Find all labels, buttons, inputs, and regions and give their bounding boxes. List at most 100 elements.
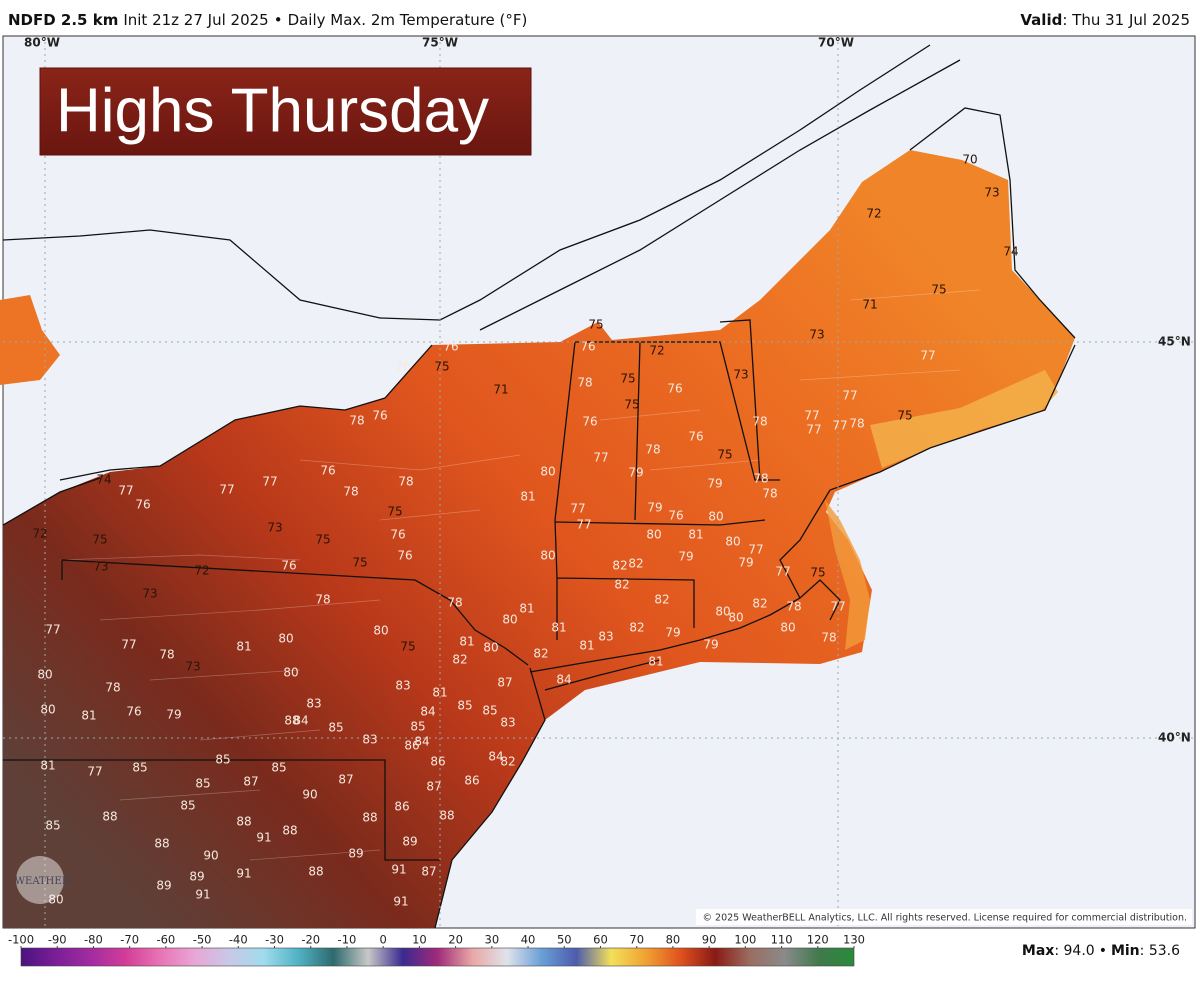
temperature-label: 82 xyxy=(752,597,767,611)
county-lines xyxy=(59,289,981,861)
temperature-label: 85 xyxy=(271,761,286,775)
lon-label: 75°W xyxy=(422,36,458,50)
temperature-label: 80 xyxy=(728,611,743,625)
init-time: Init 21z 27 Jul 2025 xyxy=(123,11,268,29)
temperature-label: 78 xyxy=(343,485,358,499)
temperature-label: 85 xyxy=(328,721,343,735)
temperature-label: 72 xyxy=(866,207,881,221)
temperature-label: 91 xyxy=(236,867,251,881)
temperature-label: 76 xyxy=(443,340,458,354)
vt-nh-borders xyxy=(554,341,766,526)
temperature-label: 75 xyxy=(931,283,946,297)
cape-cod-band xyxy=(825,500,870,650)
colorbar-tick-label: 20 xyxy=(448,933,463,947)
temperature-label: 83 xyxy=(500,716,515,730)
atlantic-coast xyxy=(434,667,546,929)
colorbar-tick-label: -10 xyxy=(338,933,357,947)
temperature-label: 79 xyxy=(738,556,753,570)
temperature-label: 90 xyxy=(302,788,317,802)
colorbar-tick-label: -40 xyxy=(229,933,248,947)
temperature-label: 73 xyxy=(733,368,748,382)
temperature-label: 80 xyxy=(502,613,517,627)
temperature-label: 85 xyxy=(215,753,230,767)
colorbar-tick-label: 10 xyxy=(412,933,427,947)
temperature-label: 91 xyxy=(391,863,406,877)
temperature-field xyxy=(3,150,1075,928)
colorbar-tick-label: 110 xyxy=(771,933,793,947)
header-left: NDFD 2.5 km Init 21z 27 Jul 2025 • Daily Ma… xyxy=(8,11,527,29)
temperature-label: 78 xyxy=(577,376,592,390)
temperature-label: 75 xyxy=(717,448,732,462)
temperature-label: 82 xyxy=(500,755,515,769)
temperature-label: 80 xyxy=(40,703,55,717)
temperature-label: 85 xyxy=(457,699,472,713)
temperature-label: 72 xyxy=(194,564,209,578)
colorbar-tick-label: 100 xyxy=(734,933,756,947)
colorbar-tick-label: 30 xyxy=(485,933,500,947)
lon-label: 70°W xyxy=(818,36,854,50)
lat-label: 40°N xyxy=(1158,731,1191,745)
temperature-label: 79 xyxy=(707,477,722,491)
temperature-label: 78 xyxy=(398,475,413,489)
temperature-label: 79 xyxy=(678,550,693,564)
temperature-label: 77 xyxy=(830,600,845,614)
lat-label: 45°N xyxy=(1158,335,1191,349)
temperature-label: 81 xyxy=(551,621,566,635)
temperature-label: 86 xyxy=(464,774,479,788)
temperature-label: 88 xyxy=(236,815,251,829)
temperature-label: 85 xyxy=(482,704,497,718)
temperature-label: 83 xyxy=(362,733,377,747)
temperature-label: 77 xyxy=(775,565,790,579)
temperature-label: 84 xyxy=(488,750,503,764)
header-right: Valid: Thu 31 Jul 2025 xyxy=(1020,11,1190,29)
colorbar-tick-label: 0 xyxy=(380,933,387,947)
colorbar-tick-label: 130 xyxy=(843,933,865,947)
temperature-label: 80 xyxy=(725,535,740,549)
temperature-label: 81 xyxy=(579,639,594,653)
temperature-label: 77 xyxy=(804,409,819,423)
colorbar-tick-label: -50 xyxy=(193,933,212,947)
colorbar-tick-label: -100 xyxy=(8,933,34,947)
temperature-label: 87 xyxy=(243,775,258,789)
temperature-label: 82 xyxy=(452,653,467,667)
temperature-label: 79 xyxy=(166,708,181,722)
temperature-label: 77 xyxy=(570,502,585,516)
temperature-label: 80 xyxy=(708,510,723,524)
colorbar-tick-label: -30 xyxy=(265,933,284,947)
temperature-label: 82 xyxy=(629,621,644,635)
temperature-label: 76 xyxy=(126,705,141,719)
overlay-title: Highs Thursday xyxy=(56,76,489,145)
temperature-label: 78 xyxy=(315,593,330,607)
temperature-label: 76 xyxy=(688,430,703,444)
logo-badge xyxy=(16,856,64,904)
valid-label: Valid xyxy=(1020,11,1062,29)
temperature-label: 72 xyxy=(32,527,47,541)
separator: • xyxy=(274,11,283,29)
temperature-label: 85 xyxy=(132,761,147,775)
temperature-label: 76 xyxy=(397,549,412,563)
temperature-label: 78 xyxy=(159,648,174,662)
temperature-label: 77 xyxy=(87,765,102,779)
temperature-label: 80 xyxy=(540,465,555,479)
temperature-label: 83 xyxy=(395,679,410,693)
temperature-label: 76 xyxy=(668,509,683,523)
temperature-label: 78 xyxy=(786,600,801,614)
temperature-label: 80 xyxy=(278,632,293,646)
temperature-label: 84 xyxy=(420,705,435,719)
temperature-label: 89 xyxy=(348,847,363,861)
temperature-label: 87 xyxy=(426,780,441,794)
temperature-label: 78 xyxy=(821,631,836,645)
temperature-label: 75 xyxy=(810,566,825,580)
temperature-label: 87 xyxy=(497,676,512,690)
temperature-label: 80 xyxy=(373,624,388,638)
min-value: : 53.6 xyxy=(1140,943,1180,959)
temperature-label: 80 xyxy=(48,893,63,907)
model-name: NDFD 2.5 km xyxy=(8,11,118,29)
temperature-label: 72 xyxy=(649,344,664,358)
coastal-cool-band xyxy=(870,370,1058,468)
temperature-label: 73 xyxy=(185,660,200,674)
temperature-label: 76 xyxy=(395,360,410,374)
temperature-label: 89 xyxy=(156,879,171,893)
lake-erie-shore xyxy=(2,477,101,526)
